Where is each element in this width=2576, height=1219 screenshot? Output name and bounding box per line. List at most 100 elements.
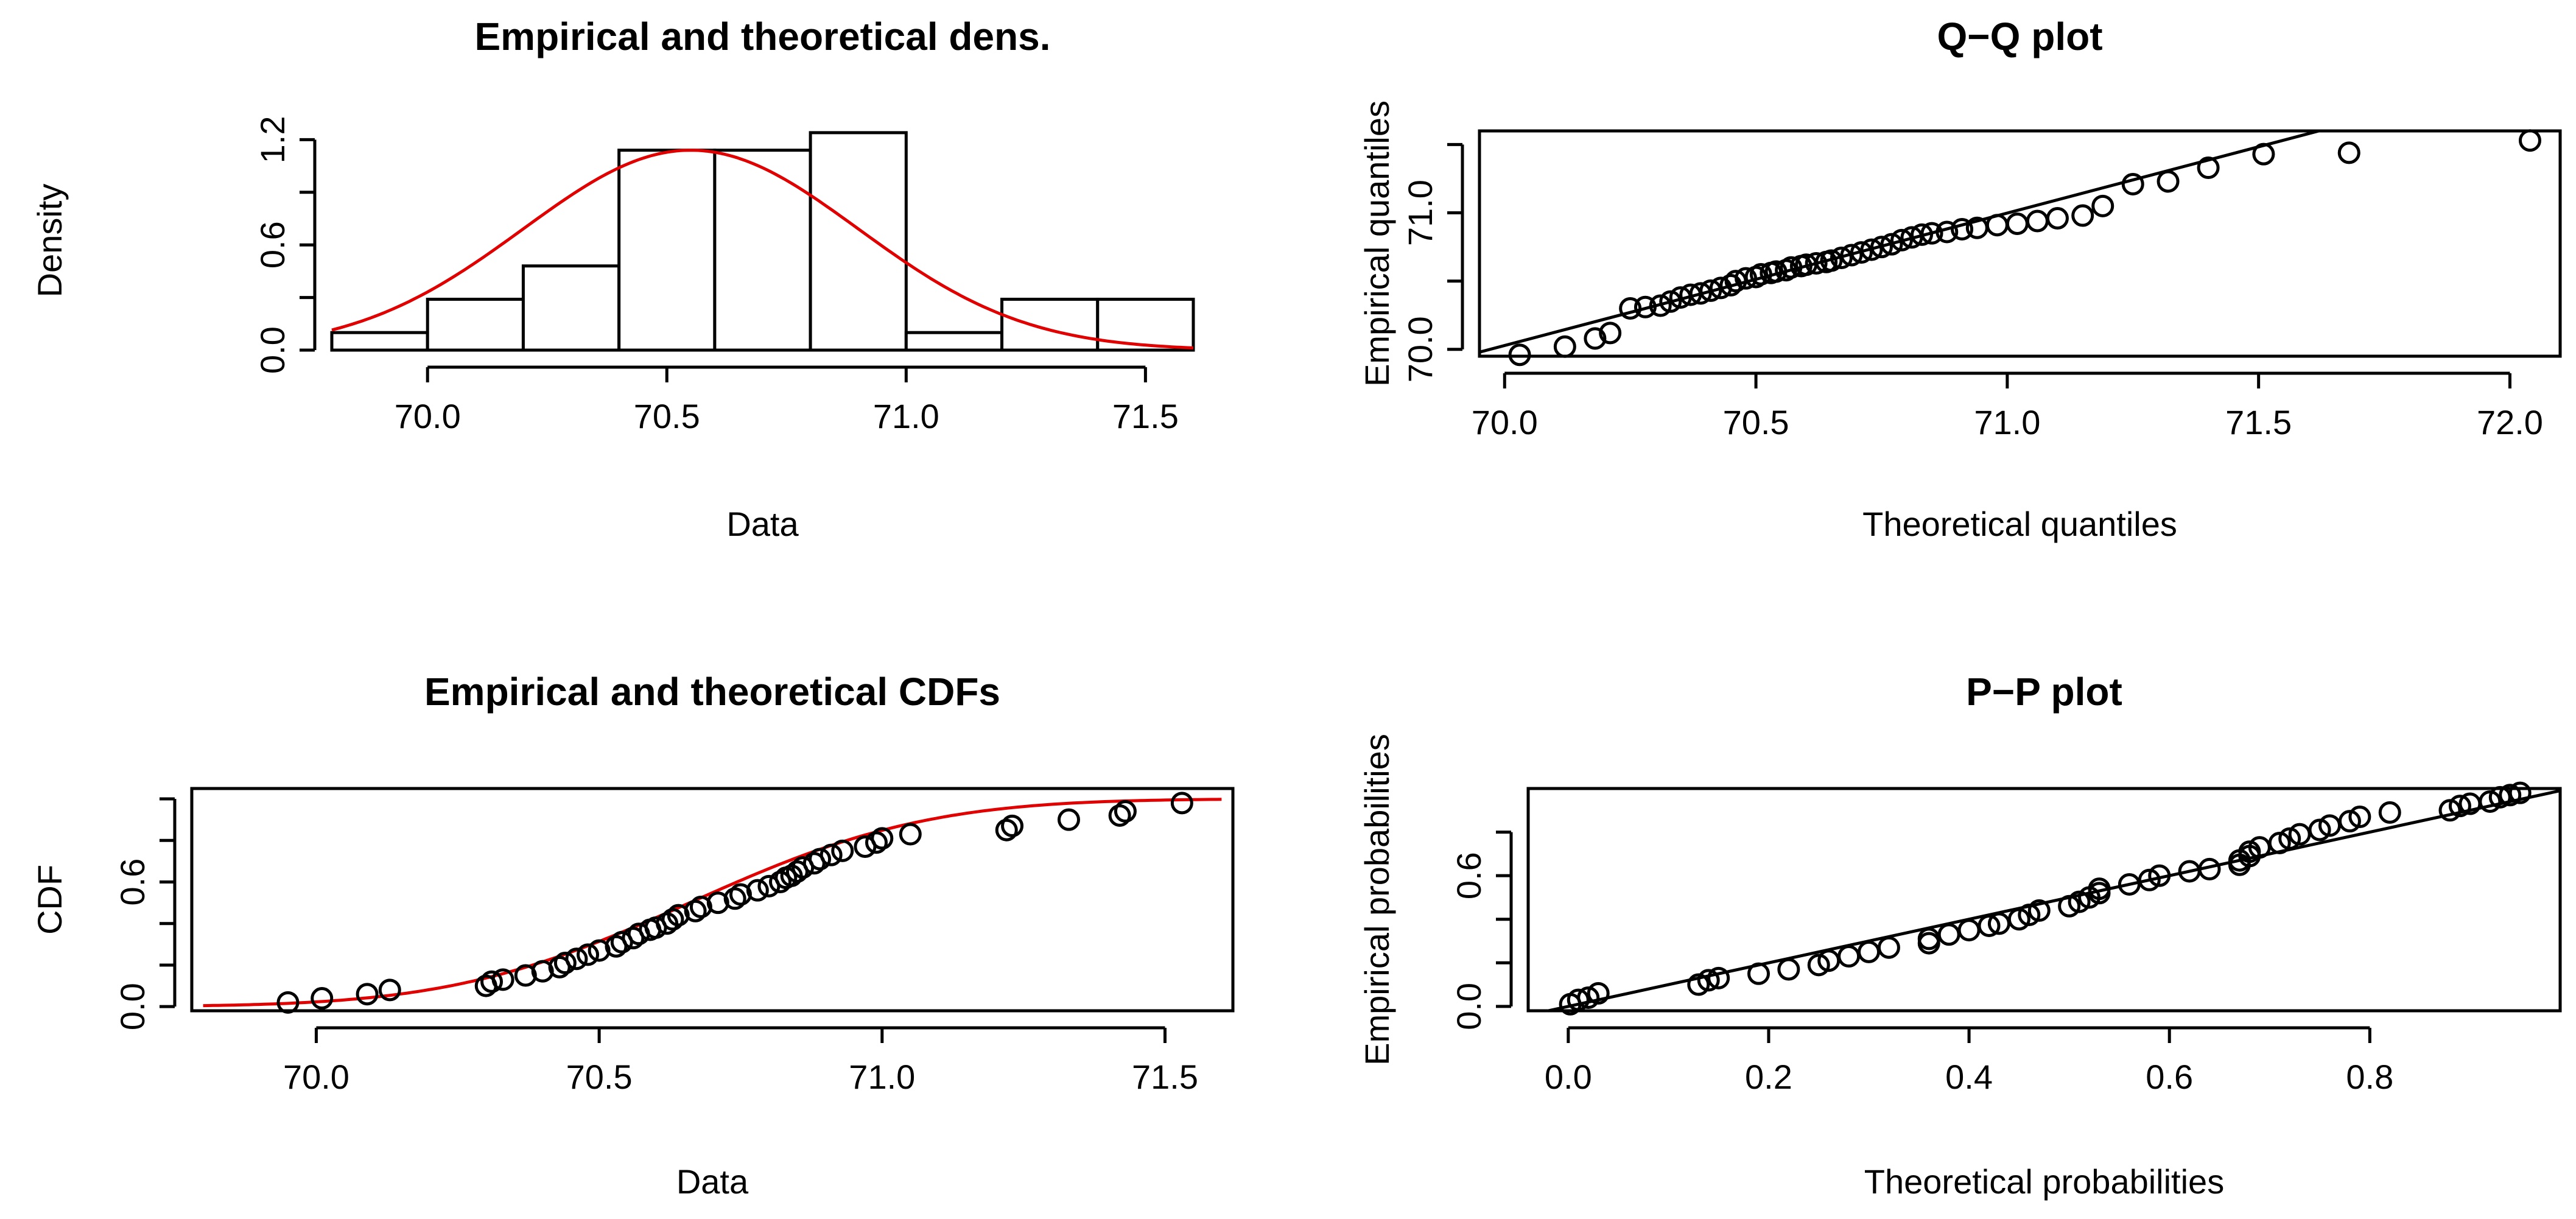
qq-data-point: [1820, 249, 1843, 272]
qq-data-point: [1870, 236, 1893, 259]
qq-data-point: [1735, 267, 1758, 290]
pp-data-point: [1587, 982, 1610, 1005]
qq-data-point: [1619, 297, 1642, 320]
cdf-data-point: [865, 831, 888, 854]
qq-data-point: [1584, 327, 1607, 350]
density-histogram-bar: [1000, 297, 1100, 352]
cdf-data-point: [1001, 814, 1024, 837]
pp-data-point: [2308, 818, 2331, 841]
qq-data-point: [2121, 172, 2144, 195]
qq-data-point: [1936, 220, 1959, 244]
cdf-data-point: [769, 871, 792, 894]
pp-panel: P−P plot Theoretical probabilities Empiric…: [1358, 670, 2562, 1201]
cdf-data-point: [809, 848, 832, 871]
cdf-data-point: [1170, 792, 1193, 815]
qq-y-tick-label: 70.0: [1401, 316, 1439, 382]
cdf-x-tick-label: 71.0: [849, 1058, 915, 1096]
qq-data-point: [1805, 252, 1828, 275]
pp-x-tick-label: 0.2: [1745, 1058, 1792, 1096]
pp-data-point: [1567, 988, 1590, 1011]
density-histogram-bar: [713, 149, 812, 352]
pp-data-point: [2058, 894, 2081, 918]
pp-title: P−P plot: [1966, 670, 2122, 714]
qq-data-point: [2046, 207, 2069, 230]
pp-data-point: [1687, 973, 1710, 996]
density-fit-curve: [331, 149, 1194, 350]
cdf-data-point: [276, 991, 300, 1014]
pp-data-point: [1957, 919, 1981, 942]
cdf-y-axis-label: CDF: [30, 865, 69, 935]
pp-x-tick-label: 0.6: [2146, 1058, 2193, 1096]
qq-data-point: [1860, 238, 1883, 261]
density-histogram-bar: [426, 297, 525, 352]
cdf-title: Empirical and theoretical CDFs: [424, 670, 1000, 714]
pp-data-point: [2448, 795, 2471, 818]
pp-data-point: [2438, 799, 2462, 822]
density-histogram-bar: [521, 264, 621, 352]
cdf-data-point: [378, 978, 401, 1002]
density-y-tick-label: 0.0: [253, 326, 292, 374]
cdf-data-point: [311, 987, 334, 1010]
pp-data-point: [2198, 857, 2221, 880]
cdf-data-point: [995, 818, 1018, 841]
qq-x-tick-label: 71.5: [2225, 403, 2292, 441]
pp-plot-frame: [1526, 787, 2562, 1013]
pp-data-point: [2348, 806, 2371, 829]
pp-data-point: [1858, 940, 1881, 963]
pp-x-tick-label: 0.8: [2346, 1058, 2393, 1096]
pp-data-point: [1937, 923, 1960, 946]
cdf-x-tick-label: 71.5: [1132, 1058, 1198, 1096]
pp-data-point: [2027, 899, 2051, 922]
qq-data-point: [2026, 209, 2049, 233]
pp-data-point: [2378, 801, 2401, 824]
qq-data-point: [2157, 170, 2180, 193]
cdf-y-tick-label: 0.0: [113, 983, 152, 1030]
qq-data-point: [1659, 290, 1682, 313]
qq-x-axis-label: Theoretical quantiles: [1862, 505, 2177, 543]
pp-data-point: [1807, 954, 1830, 977]
density-x-tick-label: 71.0: [873, 397, 939, 435]
pp-data-point: [2499, 784, 2522, 807]
pp-data-point: [2068, 890, 2091, 913]
density-histogram-bar: [330, 331, 429, 352]
cdf-data-point: [831, 839, 854, 862]
qq-data-point: [1749, 262, 1772, 286]
cdf-data-point: [871, 827, 894, 850]
qq-plot-frame: [1478, 129, 2562, 358]
cdf-data-point: [1114, 800, 1137, 823]
cdf-x-tick-label: 70.5: [566, 1058, 633, 1096]
pp-data-point: [1697, 969, 1720, 992]
density-y-tick-label: 1.2: [253, 116, 292, 163]
pp-data-point: [1877, 936, 1900, 959]
qq-y-tick-label: 71.0: [1401, 180, 1439, 246]
density-histogram-bar: [809, 131, 908, 352]
qq-data-point: [1911, 223, 1934, 246]
pp-data-point: [2138, 868, 2161, 891]
cdf-data-point: [553, 952, 577, 975]
cdf-data-point: [480, 970, 504, 993]
pp-data-point: [1747, 962, 1770, 985]
pp-data-point: [2508, 781, 2532, 804]
qq-data-point: [1920, 222, 1943, 245]
pp-data-point: [1577, 986, 1600, 1010]
qq-title: Q−Q plot: [1937, 15, 2103, 58]
cdf-data-point: [899, 823, 922, 846]
pp-x-axis-label: Theoretical probabilities: [1864, 1162, 2224, 1201]
qq-data-point: [1553, 335, 1576, 358]
qq-x-tick-label: 71.0: [1974, 403, 2040, 441]
qq-data-point: [1830, 247, 1853, 270]
pp-y-axis-label: Empirical probabilities: [1358, 734, 1396, 1066]
qq-y-axis-label: Empirical quantiles: [1358, 100, 1396, 387]
qq-data-point: [1985, 214, 2009, 237]
qq-data-point: [2252, 142, 2275, 166]
qq-x-tick-label: 70.0: [1472, 403, 1538, 441]
cdf-plot-frame: [190, 787, 1235, 1013]
density-x-tick-label: 70.5: [634, 397, 700, 435]
pp-data-point: [2238, 840, 2261, 863]
qq-data-point: [1699, 279, 1722, 302]
qq-data-point: [2091, 194, 2114, 217]
qq-data-point: [1880, 233, 1903, 256]
density-x-axis-label: Data: [726, 505, 799, 543]
qq-data-point: [2518, 129, 2541, 152]
density-title: Empirical and theoretical dens.: [474, 15, 1050, 58]
